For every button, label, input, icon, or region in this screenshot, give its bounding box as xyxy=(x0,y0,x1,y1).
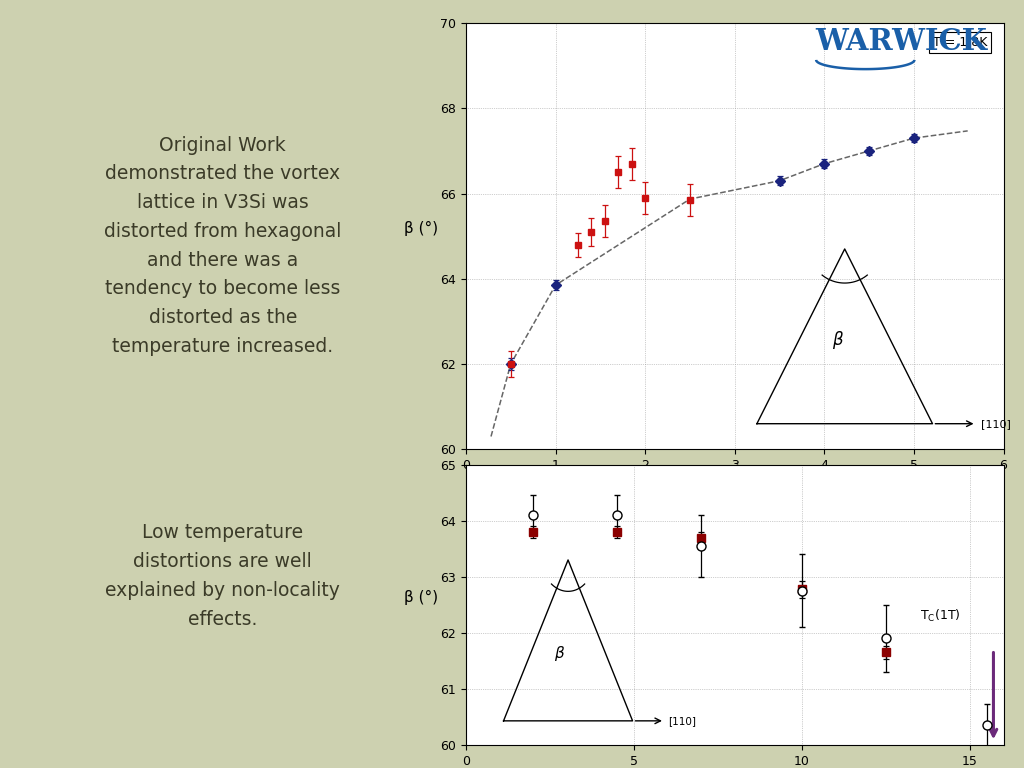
Text: Original Work
demonstrated the vortex
lattice in V3Si was
distorted from hexagon: Original Work demonstrated the vortex la… xyxy=(104,136,341,356)
Text: T = 1.8K: T = 1.8K xyxy=(933,36,987,49)
Y-axis label: β (°): β (°) xyxy=(403,221,438,237)
Text: Low temperature
distortions are well
explained by non-locality
effects.: Low temperature distortions are well exp… xyxy=(105,523,340,629)
Y-axis label: β (°): β (°) xyxy=(403,590,438,605)
Text: T$_\mathrm{C}$(1T): T$_\mathrm{C}$(1T) xyxy=(920,608,961,624)
X-axis label: Applied Field (Tesla) parallel to 110: Applied Field (Tesla) parallel to 110 xyxy=(617,478,852,491)
Text: WARWICK: WARWICK xyxy=(815,27,987,56)
